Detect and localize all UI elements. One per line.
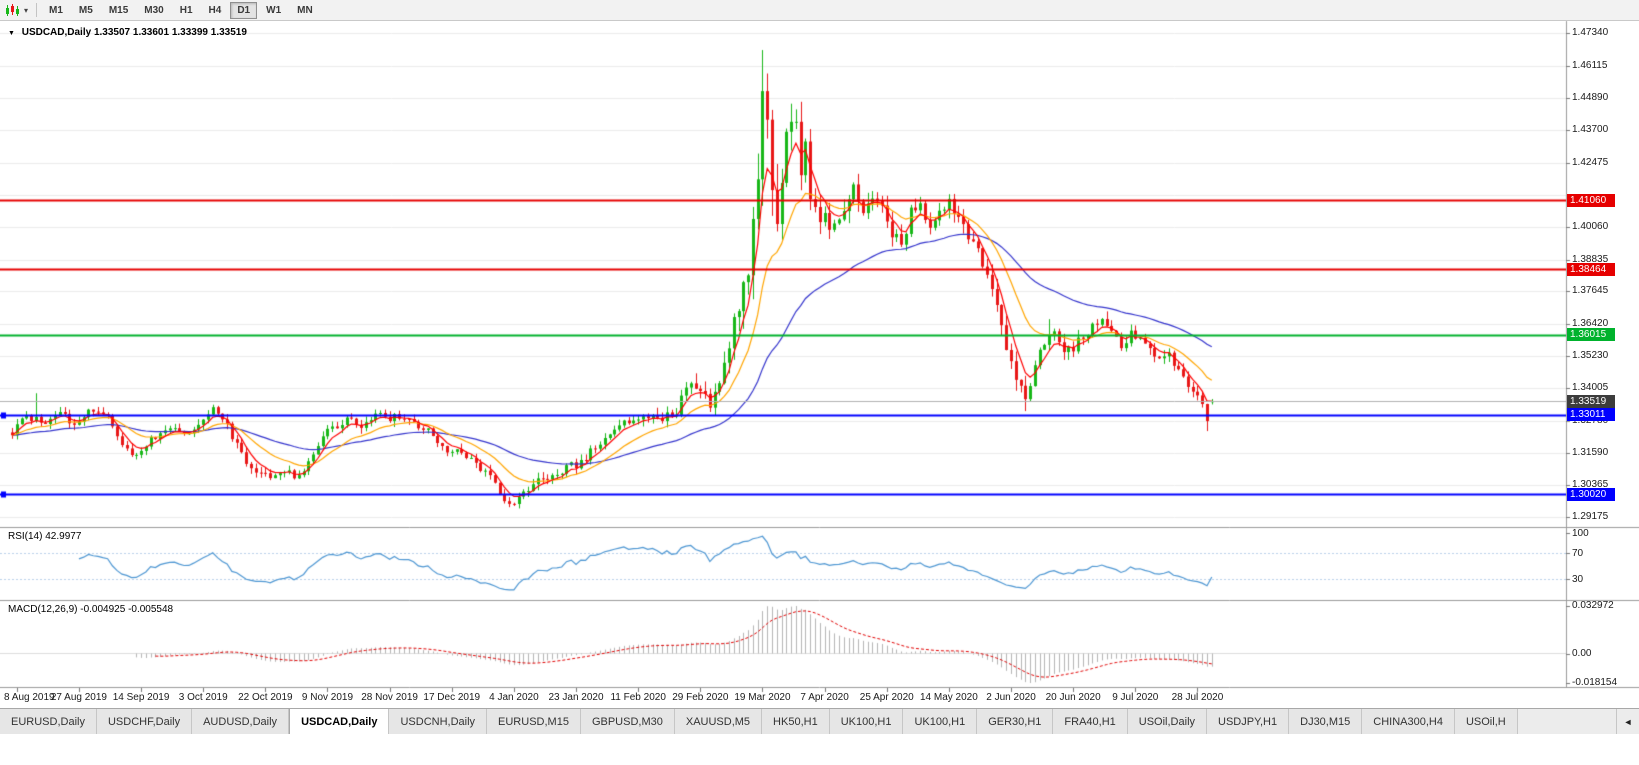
macd-axis-zero-label: 0.00 xyxy=(1572,647,1592,659)
chart-tab-usdjpy-h1[interactable]: USDJPY,H1 xyxy=(1207,709,1290,734)
macd-indicator-label: MACD(12,26,9) -0.004925 -0.005548 xyxy=(8,604,174,615)
date-axis-label: 25 Apr 2020 xyxy=(859,692,914,703)
price-axis-label: 1.30365 xyxy=(1572,479,1609,491)
price-axis-label: 1.37645 xyxy=(1572,285,1609,297)
chart-tab-uk100-h1[interactable]: UK100,H1 xyxy=(903,709,978,734)
date-axis-label: 28 Jul 2020 xyxy=(1171,692,1224,703)
macd-axis-min-label: -0.018154 xyxy=(1572,677,1618,688)
price-axis-label: 1.40060 xyxy=(1572,220,1609,232)
rsi-indicator-label: RSI(14) 42.9977 xyxy=(8,531,82,542)
timeframe-button-m30[interactable]: M30 xyxy=(144,4,164,16)
date-axis-label: 19 Mar 2020 xyxy=(734,692,791,703)
chart-tab-china300-h4[interactable]: CHINA300,H4 xyxy=(1362,709,1455,734)
ohlc-close: 1.33519 xyxy=(210,27,247,38)
date-axis-label: 17 Dec 2019 xyxy=(423,692,481,703)
timeframe-button-h1[interactable]: H1 xyxy=(179,4,193,16)
price-axis-label: 1.29175 xyxy=(1572,511,1609,522)
chart-tab-hk50-h1[interactable]: HK50,H1 xyxy=(762,709,830,734)
chart-tabs-bar: EURUSD,Daily USDCHF,Daily AUDUSD,Daily USDC… xyxy=(0,708,1639,734)
hline-price-tag: 1.38464 xyxy=(1567,262,1615,276)
price-axis-label: 1.38835 xyxy=(1572,253,1609,265)
chart-tab-fra40-h1[interactable]: FRA40,H1 xyxy=(1053,709,1128,734)
chart-tab-usdchf-daily[interactable]: USDCHF,Daily xyxy=(96,709,193,734)
price-axis-label: 1.44890 xyxy=(1572,92,1609,104)
price-axis-label: 1.47340 xyxy=(1572,27,1609,38)
date-axis-label: 14 May 2020 xyxy=(919,692,978,703)
rsi-axis-label: 70 xyxy=(1572,547,1584,559)
tab-scroll-left-button[interactable]: ◄ xyxy=(1616,709,1639,734)
price-axis-label: 1.36420 xyxy=(1572,317,1609,329)
date-axis-label: 23 Jan 2020 xyxy=(548,692,604,703)
timeframe-button-m15[interactable]: M15 xyxy=(108,4,129,16)
chart-tab-usdcnh-daily[interactable]: USDCNH,Daily xyxy=(389,709,488,734)
rsi-axis-label: 30 xyxy=(1572,574,1584,586)
chart-tab-eurusd-m15[interactable]: EURUSD,M15 xyxy=(487,709,581,734)
date-axis-label: 3 Oct 2019 xyxy=(178,692,228,703)
rsi-axis-label: 100 xyxy=(1572,528,1589,539)
timeframe-button-h4[interactable]: H4 xyxy=(208,4,222,16)
ohlc-high: 1.33601 xyxy=(132,27,170,38)
timeframe-button-mn[interactable]: MN xyxy=(297,4,313,16)
price-axis-label: 1.43700 xyxy=(1572,123,1609,135)
date-axis-label: 22 Oct 2019 xyxy=(238,692,293,703)
chart-tab-eurusd-daily[interactable]: EURUSD,Daily xyxy=(0,709,97,734)
timeframe-toolbar: ▾ M1 M5 M15 M30 H1 H4 D1 W1 MN xyxy=(0,0,1639,21)
date-axis-label: 14 Sep 2019 xyxy=(112,692,170,703)
current-price-tag: 1.33519 xyxy=(1567,394,1615,408)
date-axis-label: 27 Aug 2019 xyxy=(50,692,107,703)
date-axis-label: 11 Feb 2020 xyxy=(610,692,666,703)
chart-tab-usoil-daily[interactable]: USOil,Daily xyxy=(1127,709,1208,734)
timeframe-buttons-group: M1 M5 M15 M30 H1 H4 D1 W1 MN xyxy=(42,1,320,19)
chart-tab-audusd-daily[interactable]: AUDUSD,Daily xyxy=(192,709,290,734)
symbol-ohlc-label: ▼ USDCAD,Daily 1.33507 1.33601 1.33399 1… xyxy=(8,27,247,38)
chart-type-dropdown-caret-icon[interactable]: ▾ xyxy=(24,5,29,15)
price-axis-label: 1.31590 xyxy=(1572,446,1609,458)
timeframe-button-m1[interactable]: M1 xyxy=(49,4,63,16)
date-axis-label: 20 Jun 2020 xyxy=(1045,692,1101,703)
timeframe-button-m5[interactable]: M5 xyxy=(78,4,93,16)
hline-price-tag: 1.30020 xyxy=(1567,487,1615,501)
date-axis-label: 9 Nov 2019 xyxy=(301,692,354,703)
price-axis-label: 1.35230 xyxy=(1572,349,1609,361)
timeframe-button-d1[interactable]: D1 xyxy=(230,1,258,19)
date-axis-label: 29 Feb 2020 xyxy=(672,692,729,703)
date-axis-label: 7 Apr 2020 xyxy=(800,692,849,703)
ohlc-open: 1.33507 xyxy=(93,27,131,38)
timeframe-button-w1[interactable]: W1 xyxy=(266,4,282,16)
ohlc-low: 1.33399 xyxy=(171,27,208,38)
price-axis-label: 1.34005 xyxy=(1572,382,1609,394)
date-axis-label: 4 Jan 2020 xyxy=(489,692,539,703)
date-axis-label: 2 Jun 2020 xyxy=(986,692,1036,703)
hline-price-tag: 1.41060 xyxy=(1567,193,1615,207)
price-axis-label: 1.46115 xyxy=(1572,59,1608,71)
chart-tab-ger30-h1[interactable]: GER30,H1 xyxy=(977,709,1054,734)
toolbar-separator xyxy=(36,3,38,17)
chart-tab-xauusd-m5[interactable]: XAUUSD,M5 xyxy=(674,709,763,734)
chart-tab-dj30-m15[interactable]: DJ30,M15 xyxy=(1289,709,1363,734)
price-axis-label: 1.42475 xyxy=(1572,156,1609,168)
chart-tab-uk100-h1[interactable]: UK100,H1 xyxy=(829,709,904,734)
chart-tab-usdcad-daily[interactable]: USDCAD,Daily xyxy=(289,709,390,734)
date-axis-label: 28 Nov 2019 xyxy=(361,692,418,703)
macd-axis-max-label: 0.032972 xyxy=(1572,600,1614,611)
chart-tab-gbpusd-m30[interactable]: GBPUSD,M30 xyxy=(580,709,675,734)
one-click-trading-arrow-icon[interactable]: ▼ xyxy=(8,30,15,37)
candlestick-chart-icon[interactable] xyxy=(5,3,20,17)
date-axis-label: 9 Jul 2020 xyxy=(1112,692,1159,703)
symbol-name: USDCAD,Daily xyxy=(21,27,92,38)
chart-tab-usoil-h[interactable]: USOil,H xyxy=(1454,709,1518,734)
date-axis-label: 8 Aug 2019 xyxy=(4,692,55,703)
hline-price-tag: 1.36015 xyxy=(1567,328,1615,342)
hline-price-tag: 1.33011 xyxy=(1567,408,1615,422)
